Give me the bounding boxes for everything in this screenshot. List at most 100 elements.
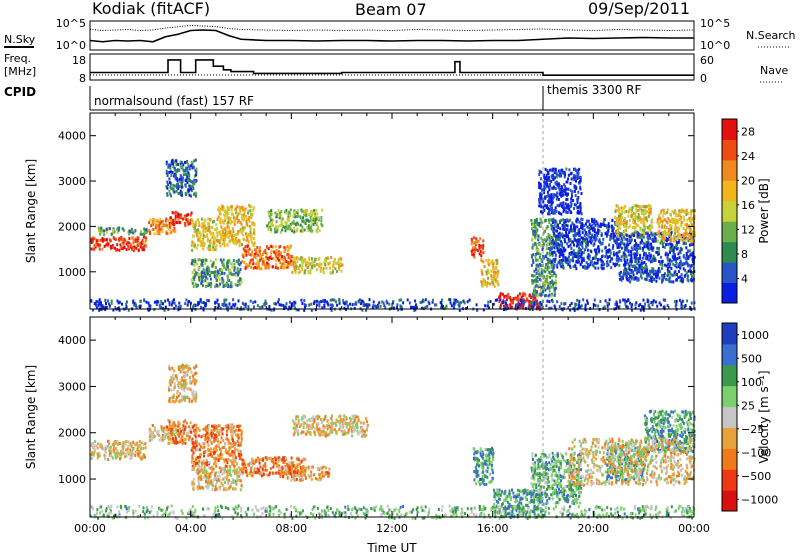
data-cell <box>204 229 207 233</box>
data-cell <box>125 448 128 452</box>
data-cell <box>554 211 557 215</box>
data-cell <box>648 234 651 238</box>
data-cell <box>634 218 637 222</box>
data-cell <box>301 302 304 305</box>
data-cell <box>278 303 281 307</box>
data-cell <box>173 226 176 230</box>
data-cell <box>616 302 619 306</box>
data-cell <box>108 452 111 456</box>
data-cell <box>558 243 561 247</box>
data-cell <box>257 261 260 265</box>
data-cell <box>551 279 554 283</box>
data-cell <box>638 207 641 211</box>
data-cell <box>685 246 688 250</box>
data-cell <box>225 267 228 271</box>
data-cell <box>690 223 693 227</box>
data-cell <box>227 211 230 215</box>
data-cell <box>543 286 545 290</box>
data-cell <box>560 194 563 198</box>
data-cell <box>332 260 335 264</box>
data-cell <box>114 447 117 451</box>
data-cell <box>640 209 643 213</box>
data-cell <box>314 221 317 224</box>
data-cell <box>277 209 280 213</box>
data-cell <box>554 193 557 197</box>
data-cell <box>547 284 549 288</box>
data-cell <box>170 194 173 198</box>
data-cell <box>231 212 233 216</box>
data-cell <box>213 247 216 251</box>
data-cell <box>218 241 221 245</box>
data-cell <box>670 248 673 252</box>
data-cell <box>482 246 484 250</box>
data-cell <box>534 221 537 225</box>
data-cell <box>168 189 171 193</box>
data-cell <box>249 259 252 263</box>
data-cell <box>414 299 417 303</box>
data-cell <box>244 207 247 211</box>
noise-right-tick-high: 10^5 <box>700 17 730 30</box>
data-cell <box>553 281 556 285</box>
data-cell <box>453 301 456 305</box>
data-cell <box>560 185 563 189</box>
data-cell <box>536 258 539 262</box>
data-cell <box>577 171 580 175</box>
data-cell <box>219 217 222 221</box>
data-cell <box>600 232 603 236</box>
data-cell <box>329 303 332 307</box>
data-cell <box>248 203 251 207</box>
data-cell <box>685 234 687 237</box>
data-cell <box>121 452 124 456</box>
data-cell <box>578 180 581 184</box>
data-cell <box>235 241 237 245</box>
data-cell <box>558 248 561 252</box>
data-cell <box>593 218 596 222</box>
data-cell <box>215 266 217 269</box>
data-cell <box>553 208 556 212</box>
data-cell <box>537 267 540 271</box>
data-cell <box>522 301 525 305</box>
data-cell <box>600 242 603 246</box>
data-cell <box>353 306 356 310</box>
data-cell <box>650 279 653 283</box>
data-cell <box>485 284 488 288</box>
data-cell <box>580 252 583 256</box>
data-cell <box>648 251 651 255</box>
data-cell <box>543 280 546 284</box>
data-cell <box>249 231 252 235</box>
data-cell <box>556 195 559 199</box>
data-cell <box>672 262 675 266</box>
cpid-panel: CPID normalsound (fast) 157 RF themis 33… <box>4 83 694 111</box>
data-cell <box>541 211 544 215</box>
data-cell <box>557 185 560 189</box>
data-cell <box>655 250 658 254</box>
data-cell <box>313 214 316 218</box>
data-cell <box>156 299 159 303</box>
data-cell <box>291 262 294 265</box>
data-cell <box>177 215 179 219</box>
data-cell <box>472 246 475 250</box>
data-cell <box>677 252 680 256</box>
data-cell <box>472 236 475 240</box>
data-cell <box>631 214 633 218</box>
data-cell <box>544 167 547 171</box>
data-cell <box>118 239 121 242</box>
data-cell <box>642 235 645 239</box>
data-cell <box>555 193 558 197</box>
data-cell <box>188 193 191 197</box>
data-cell <box>252 301 255 305</box>
data-cell <box>645 231 647 235</box>
data-cell <box>679 235 682 239</box>
data-cell <box>539 177 542 181</box>
data-cell <box>326 256 329 260</box>
data-cell <box>132 447 135 451</box>
data-cell <box>173 211 176 215</box>
data-cell <box>514 306 517 310</box>
data-cell <box>230 205 233 208</box>
colorbar-tick-label: 20 <box>741 174 755 187</box>
data-cell <box>337 261 340 265</box>
data-cell <box>620 218 622 222</box>
data-cell <box>122 449 125 453</box>
data-cell <box>144 239 147 243</box>
data-cell <box>492 278 495 282</box>
